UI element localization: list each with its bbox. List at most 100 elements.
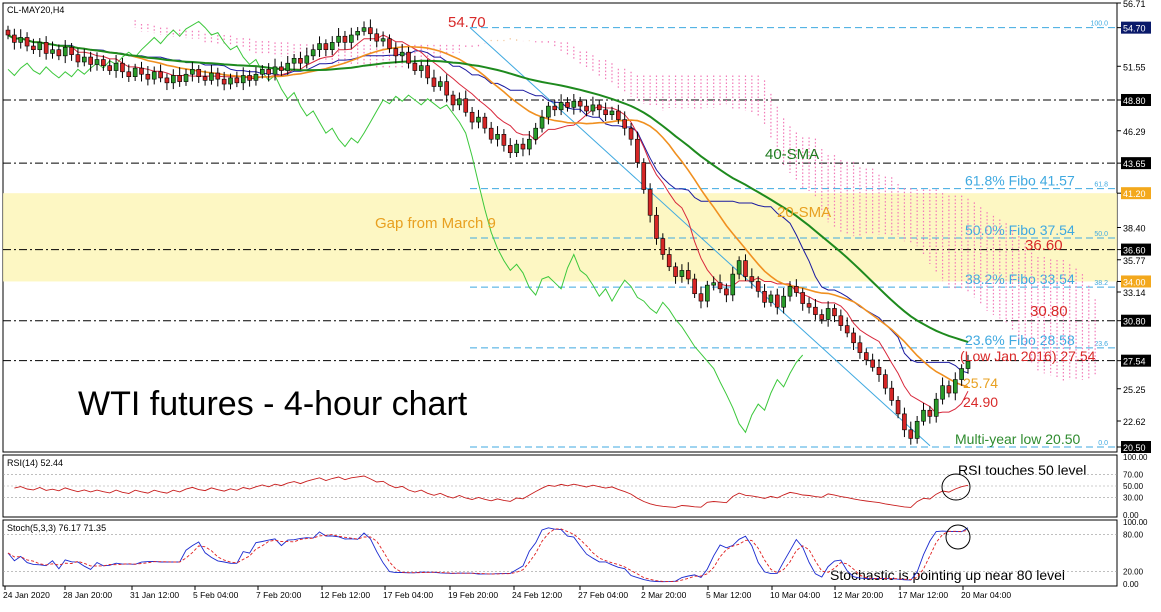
price-tick-label: 54.70 [1123, 24, 1146, 34]
candle-body [107, 65, 113, 71]
candle [813, 299, 818, 320]
candle-body [75, 54, 81, 63]
candle-body [933, 398, 939, 417]
candle-body [342, 35, 348, 43]
price-axis: 56.71 54.70 51.55 48.80 46.29 43.65 41.20 38.40… [1117, 0, 1151, 453]
candle-body [310, 49, 316, 57]
candle [552, 99, 558, 117]
fibo-label: 38.2% Fibo 33.54 [965, 271, 1075, 287]
candle-body [908, 429, 914, 439]
candle-body [126, 71, 132, 77]
candle-body [355, 31, 360, 36]
candle [730, 266, 736, 302]
candle-body [876, 366, 882, 375]
rsi-label: RSI(14) 52.44 [7, 458, 63, 468]
candle-body [260, 69, 265, 75]
candle-body [870, 359, 875, 368]
time-tick-label: 10 Mar 04:00 [770, 590, 820, 600]
stoch-note: Stochastic is pointing up near 80 level [830, 567, 1065, 583]
price-tick-label: 20.50 [1123, 443, 1146, 453]
candle [488, 121, 494, 144]
downtrend-line [469, 27, 931, 447]
stoch-d-line [7, 528, 969, 583]
candle [959, 364, 964, 386]
candle [647, 183, 653, 223]
price-tick-label: 34.00 [1123, 277, 1146, 287]
time-tick-label: 31 Jan 12:00 [130, 590, 179, 600]
candle-body [323, 43, 329, 51]
candle [952, 372, 958, 401]
gap-zone [3, 193, 1117, 282]
candle [336, 28, 341, 47]
candle-body [317, 43, 322, 51]
candle [527, 131, 532, 156]
candle-body [552, 105, 558, 111]
price-tick-label: 41.20 [1123, 189, 1146, 199]
tenkan-line [7, 34, 969, 414]
candle [940, 377, 945, 405]
candle-body [596, 104, 602, 111]
candle [43, 36, 49, 60]
candle-body [215, 72, 221, 80]
price-tick-label: 33.14 [1123, 288, 1146, 298]
candle [838, 309, 844, 331]
candlesticks [5, 19, 971, 445]
candle [310, 44, 316, 61]
time-tick-label: 12 Feb 12:00 [320, 590, 370, 600]
chart-title: WTI futures - 4-hour chart [78, 385, 468, 423]
time-tick-label: 12 Mar 20:00 [833, 590, 883, 600]
rsi-tick-label: 70.00 [1123, 470, 1144, 479]
candle [851, 327, 856, 351]
candle-body [145, 73, 151, 80]
candle-body [895, 400, 901, 415]
time-tick-label: 5 Feb 04:00 [193, 590, 239, 600]
candle-body [794, 286, 799, 293]
candle [418, 61, 424, 78]
candle-body [533, 127, 538, 140]
candle [609, 106, 615, 120]
candle-body [724, 288, 729, 296]
candle-body [62, 46, 68, 57]
candle [69, 42, 74, 61]
time-tick-label: 24 Feb 12:00 [512, 590, 562, 600]
candle-body [774, 294, 780, 308]
candle-body [81, 56, 87, 63]
candle [221, 71, 227, 91]
candle [546, 101, 551, 125]
sma40-line [7, 34, 969, 343]
annotations: 54.70 36.60 30.80 (Low Jan 2016) 27.54 25.74… [448, 14, 1096, 447]
candle [247, 70, 252, 87]
candle-body [825, 308, 831, 320]
candle-body [946, 385, 952, 394]
candle-body [247, 75, 252, 81]
candle [24, 32, 30, 52]
candle [825, 301, 831, 327]
candle [132, 63, 138, 81]
candle-body [101, 59, 106, 66]
candle [37, 38, 43, 57]
candle [673, 262, 678, 284]
candle [774, 288, 780, 315]
candle-body [329, 42, 335, 51]
candle-body [69, 46, 74, 55]
candle [399, 43, 405, 63]
candle [914, 415, 920, 444]
candle-body [603, 109, 608, 116]
candle-body [749, 276, 755, 282]
candle [368, 19, 373, 42]
candle [107, 59, 113, 75]
candle-body [279, 66, 284, 71]
candle [698, 286, 704, 309]
candle [628, 122, 634, 146]
candle-body [666, 254, 672, 268]
candle-body [399, 51, 405, 57]
sma40-label: 40-SMA [765, 146, 819, 163]
candle [800, 288, 806, 311]
candle-body [228, 77, 233, 85]
candle [329, 36, 335, 55]
time-tick-label: 5 Mar 12:00 [706, 590, 752, 600]
candle [190, 62, 195, 82]
candle [240, 67, 246, 91]
candle-body [488, 127, 494, 140]
